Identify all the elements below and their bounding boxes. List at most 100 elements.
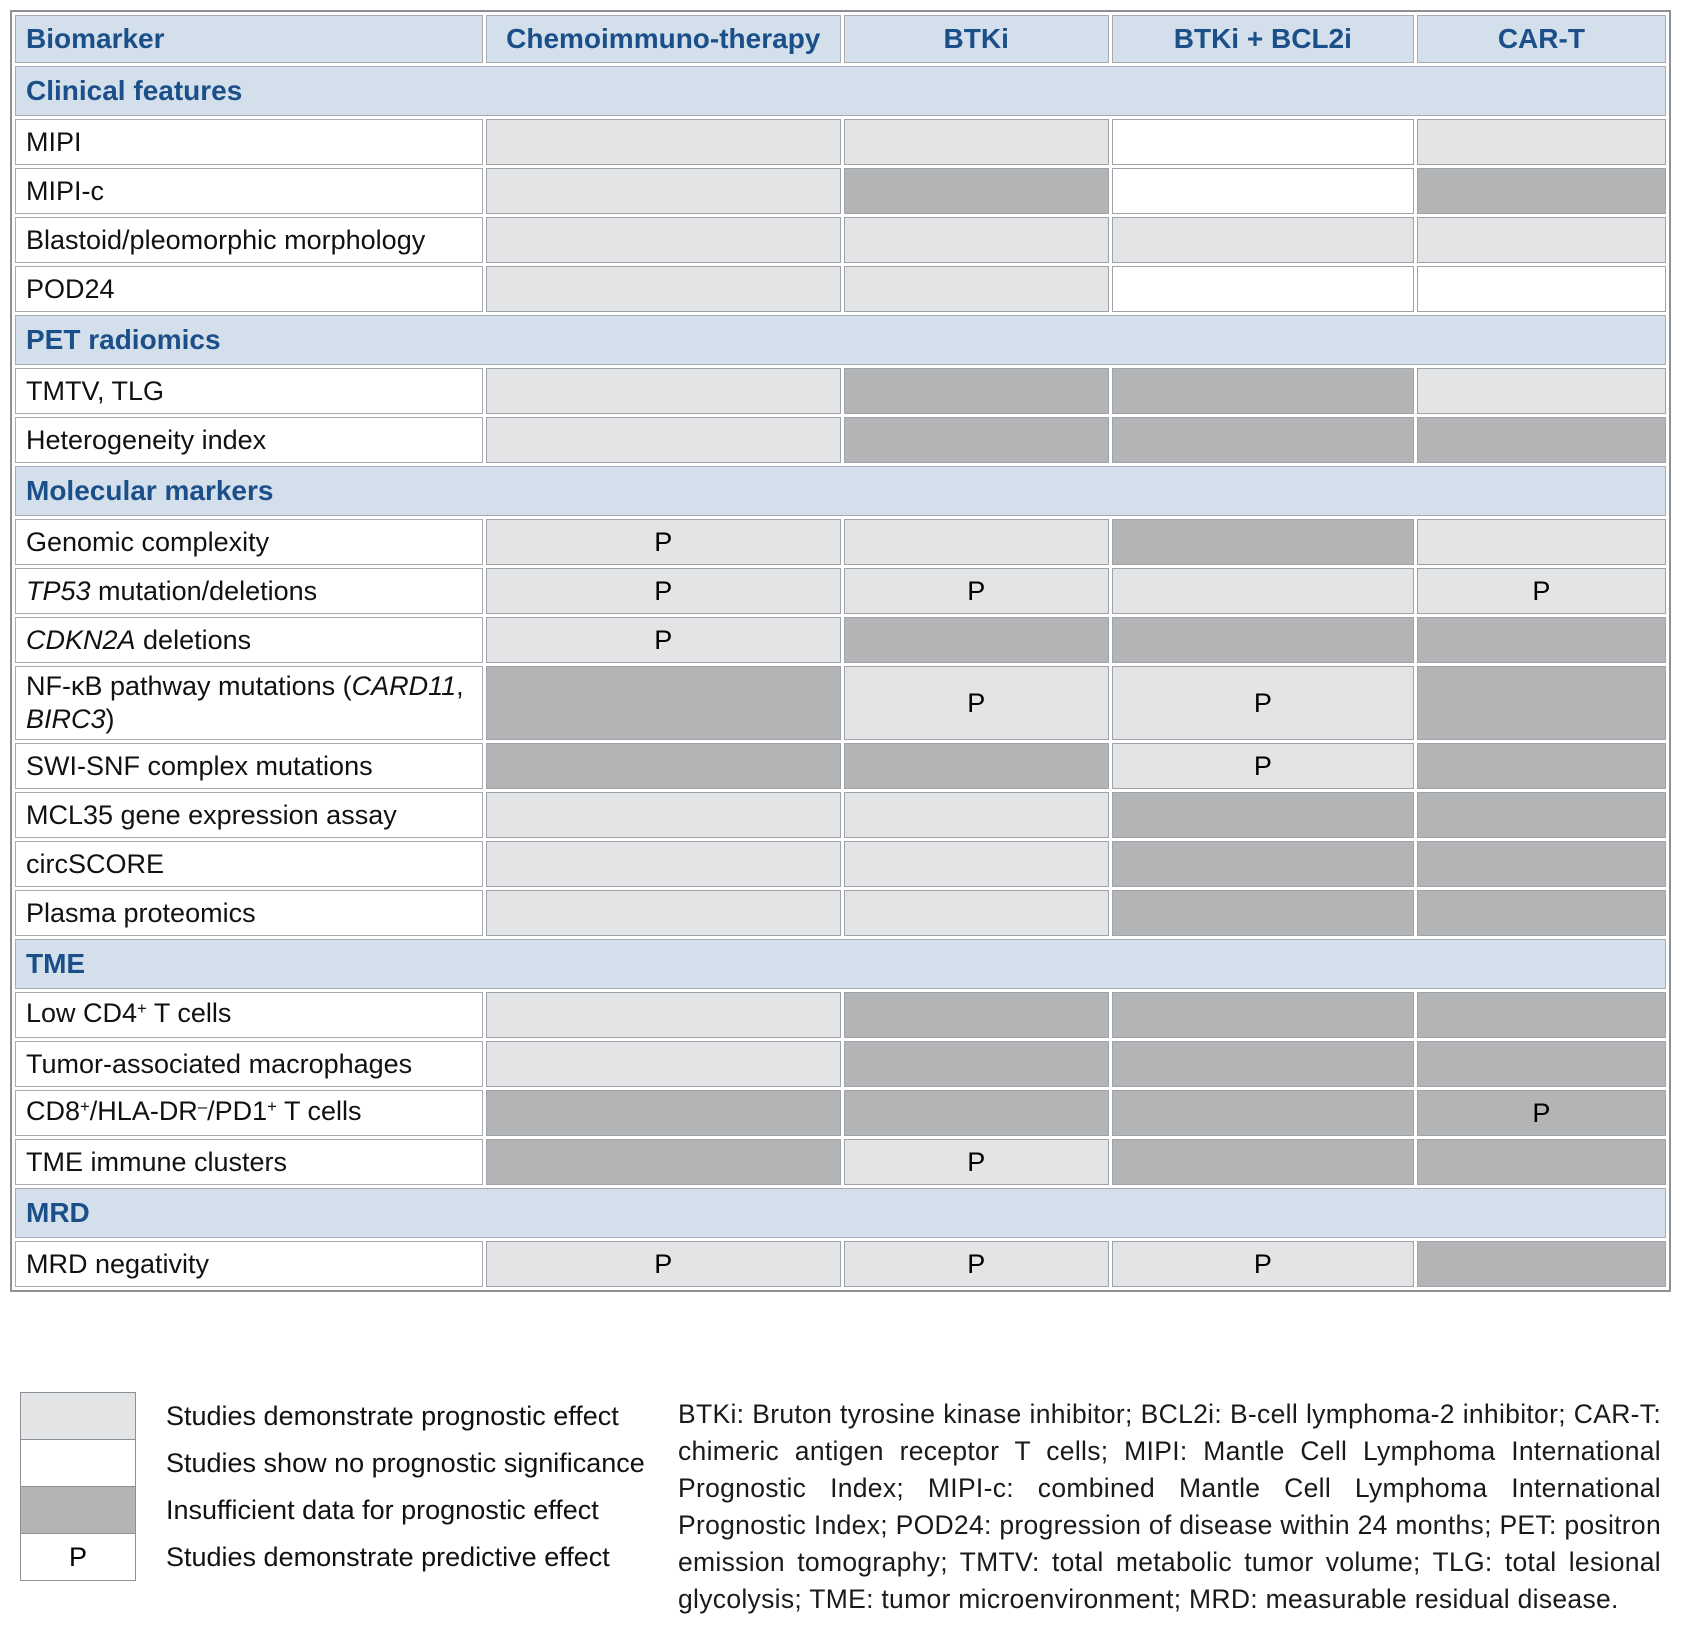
label-text: ) bbox=[105, 704, 115, 734]
superscript: + bbox=[267, 1096, 277, 1116]
section-title: MRD bbox=[15, 1188, 1666, 1238]
status-cell-predictive: P bbox=[1111, 666, 1414, 740]
legend-row: Studies show no prognostic significance bbox=[20, 1439, 647, 1487]
biomarker-row: circSCORE bbox=[15, 841, 1666, 887]
label-text: deletions bbox=[135, 624, 252, 655]
status-cell bbox=[1416, 368, 1666, 414]
gene-name: CARD11 bbox=[351, 671, 457, 701]
column-header: CAR-T bbox=[1416, 15, 1666, 63]
label-text: Heterogeneity index bbox=[26, 424, 267, 455]
label-text: TME immune clusters bbox=[26, 1146, 288, 1177]
biomarker-row: CDKN2A deletions P bbox=[15, 617, 1666, 663]
biomarker-row: Low CD4+ T cells bbox=[15, 992, 1666, 1038]
label-text: mutation/deletions bbox=[90, 575, 318, 606]
biomarker-label: TME immune clusters bbox=[15, 1139, 483, 1185]
biomarker-row: POD24 bbox=[15, 266, 1666, 312]
status-cell bbox=[1416, 890, 1666, 936]
status-cell bbox=[1111, 1139, 1414, 1185]
status-cell bbox=[1416, 1241, 1666, 1287]
status-cell bbox=[1416, 1139, 1666, 1185]
superscript: – bbox=[197, 1096, 208, 1116]
status-cell bbox=[1111, 368, 1414, 414]
label-text: MCL35 gene expression assay bbox=[26, 799, 397, 830]
superscript: + bbox=[137, 998, 147, 1018]
legend-body: Studies demonstrate prognostic effect Stu… bbox=[20, 1392, 647, 1581]
status-cell bbox=[1416, 119, 1666, 165]
table-body: Clinical features MIPI MIPI-c Blastoid/pleo… bbox=[15, 66, 1666, 1287]
label-text: MIPI bbox=[26, 126, 82, 157]
biomarker-row: TME immune clusters P bbox=[15, 1139, 1666, 1185]
biomarker-row: MCL35 gene expression assay bbox=[15, 792, 1666, 838]
gene-name: BIRC3 bbox=[26, 704, 106, 734]
column-header: Chemoimmuno-therapy bbox=[485, 15, 841, 63]
status-cell bbox=[485, 217, 841, 263]
status-cell-predictive: P bbox=[1416, 1090, 1666, 1136]
biomarker-row: Heterogeneity index bbox=[15, 417, 1666, 463]
status-cell bbox=[485, 792, 841, 838]
legend-swatch bbox=[20, 1392, 136, 1440]
status-cell-predictive: P bbox=[485, 617, 841, 663]
status-cell bbox=[1111, 266, 1414, 312]
column-header: Biomarker bbox=[15, 15, 483, 63]
biomarker-label: Tumor-associated macrophages bbox=[15, 1041, 483, 1087]
status-cell-predictive: P bbox=[485, 1241, 841, 1287]
gene-name: CDKN2A bbox=[26, 624, 136, 655]
biomarker-row: Genomic complexity P bbox=[15, 519, 1666, 565]
status-cell bbox=[485, 666, 841, 740]
label-text: MIPI-c bbox=[26, 175, 104, 206]
label-text: Low CD4 bbox=[26, 998, 138, 1028]
status-cell bbox=[1111, 792, 1414, 838]
status-cell bbox=[485, 1090, 841, 1136]
status-cell bbox=[1416, 519, 1666, 565]
status-cell-predictive: P bbox=[843, 1139, 1109, 1185]
status-cell-predictive: P bbox=[843, 666, 1109, 740]
legend-row: Studies demonstrate prognostic effect bbox=[20, 1392, 647, 1440]
biomarker-row: TP53 mutation/deletions P P P bbox=[15, 568, 1666, 614]
section-title: Molecular markers bbox=[15, 466, 1666, 516]
status-cell bbox=[1416, 792, 1666, 838]
legend-label: Studies show no prognostic significance bbox=[166, 1447, 645, 1478]
status-cell bbox=[1111, 168, 1414, 214]
status-cell bbox=[1111, 568, 1414, 614]
label-text: Blastoid/pleomorphic morphology bbox=[26, 224, 426, 255]
biomarker-table: Biomarker Chemoimmuno-therapy BTKi BTKi + B… bbox=[10, 10, 1671, 1292]
status-cell-predictive: P bbox=[843, 1241, 1109, 1287]
status-cell bbox=[1111, 519, 1414, 565]
label-text: /PD1 bbox=[207, 1096, 268, 1126]
label-text: /HLA-DR bbox=[89, 1096, 198, 1126]
status-cell bbox=[843, 417, 1109, 463]
biomarker-row: Plasma proteomics bbox=[15, 890, 1666, 936]
status-cell bbox=[485, 992, 841, 1038]
label-text: circSCORE bbox=[26, 848, 165, 879]
column-header: BTKi bbox=[843, 15, 1109, 63]
biomarker-label: Genomic complexity bbox=[15, 519, 483, 565]
legend-swatch bbox=[20, 1439, 136, 1487]
biomarker-label: Plasma proteomics bbox=[15, 890, 483, 936]
status-cell bbox=[1416, 841, 1666, 887]
biomarker-label: MIPI bbox=[15, 119, 483, 165]
status-cell bbox=[1416, 168, 1666, 214]
status-cell bbox=[843, 119, 1109, 165]
status-cell bbox=[485, 368, 841, 414]
status-cell bbox=[843, 743, 1109, 789]
status-cell bbox=[843, 617, 1109, 663]
gene-name: TP53 bbox=[26, 575, 91, 606]
status-cell bbox=[1416, 992, 1666, 1038]
section-header-row: Molecular markers bbox=[15, 466, 1666, 516]
legend-label: Studies demonstrate predictive effect bbox=[166, 1541, 610, 1572]
label-text: SWI-SNF complex mutations bbox=[26, 750, 373, 781]
biomarker-row: MIPI-c bbox=[15, 168, 1666, 214]
status-cell bbox=[843, 1090, 1109, 1136]
label-text: Tumor-associated macrophages bbox=[26, 1048, 413, 1079]
label-text: T cells bbox=[146, 998, 232, 1028]
biomarker-label: MCL35 gene expression assay bbox=[15, 792, 483, 838]
status-cell bbox=[485, 1139, 841, 1185]
biomarker-label: circSCORE bbox=[15, 841, 483, 887]
label-text: CD8 bbox=[26, 1096, 81, 1126]
status-cell-predictive: P bbox=[1111, 1241, 1414, 1287]
status-cell-predictive: P bbox=[843, 568, 1109, 614]
biomarker-row: NF-κB pathway mutations (CARD11, BIRC3) P… bbox=[15, 666, 1666, 740]
status-cell bbox=[485, 1041, 841, 1087]
section-title: TME bbox=[15, 939, 1666, 989]
